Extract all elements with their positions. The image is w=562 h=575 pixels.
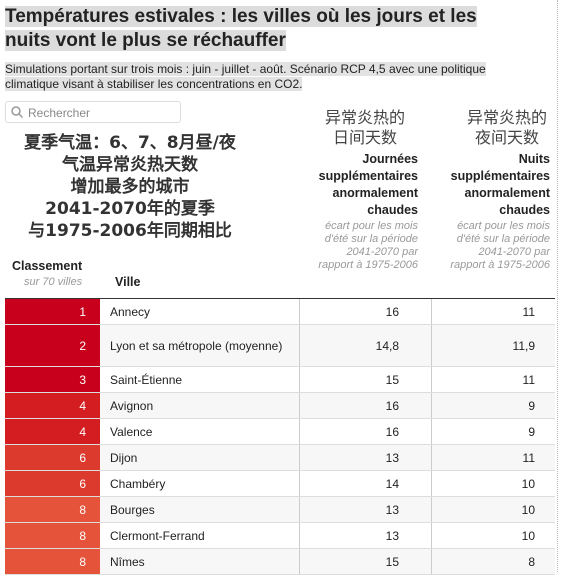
day-note: écart pour les mois d'été sur la période… bbox=[318, 220, 418, 271]
city-cell: Annecy bbox=[100, 299, 300, 324]
overlay-line: 2041-2070年的夏季 bbox=[45, 199, 215, 219]
overlay-line: 夏季气温：6、7、8月昼/夜 bbox=[24, 133, 236, 153]
city-header: Ville bbox=[115, 275, 141, 289]
extra-days-cell: 16 bbox=[300, 393, 432, 418]
extra-nights-cell: 11 bbox=[432, 445, 555, 470]
rank-cell: 8 bbox=[5, 523, 100, 548]
extra-nights-cell: 9 bbox=[432, 393, 555, 418]
rank-cell: 8 bbox=[5, 549, 100, 574]
extra-nights-cell: 11 bbox=[522, 372, 535, 387]
day-header-zh: 异常炎热的 日间天数 bbox=[310, 108, 420, 148]
rank-note: sur 70 villes bbox=[24, 276, 83, 288]
extra-nights-cell: 9 bbox=[528, 424, 535, 439]
table-row: 4 Avignon 16 9 bbox=[5, 393, 555, 419]
city-cell: Bourges bbox=[100, 497, 300, 522]
night-header-zh: 异常炎热的 夜间天数 bbox=[452, 108, 562, 148]
overlay-line: 与1975-2006年同期相比 bbox=[28, 221, 232, 241]
night-note: écart pour les mois d'été sur la période… bbox=[450, 220, 550, 271]
extra-nights-cell: 8 bbox=[432, 549, 555, 574]
day-header: Journées supplémentaires anormalement ch… bbox=[318, 152, 418, 217]
rank-cell: 8 bbox=[5, 497, 100, 522]
title-text: Températures estivales : les villes où l… bbox=[5, 6, 477, 51]
city-cell: Chambéry bbox=[100, 471, 300, 496]
table-row: 1 Annecy 16 11 bbox=[5, 299, 555, 325]
table-row: 3 Saint-Étienne 15 11 bbox=[5, 367, 555, 393]
extra-nights-cell: 10 bbox=[432, 497, 555, 522]
day-header-zh-line: 日间天数 bbox=[332, 128, 397, 147]
subtitle-text: Simulations portant sur trois mois : jui… bbox=[5, 62, 486, 91]
table-row: 6 Chambéry 14 10 bbox=[5, 471, 555, 497]
extra-nights-cell: 11 bbox=[522, 304, 535, 319]
table-row: 2 Lyon et sa métropole (moyenne) 14,8 11,9 bbox=[5, 325, 555, 367]
extra-nights-cell: 10 bbox=[521, 476, 535, 491]
extra-days-cell: 14 bbox=[300, 471, 432, 496]
extra-days-cell: 13 bbox=[300, 445, 432, 470]
night-header-zh-line: 夜间天数 bbox=[474, 128, 539, 147]
rank-cell: 2 bbox=[5, 325, 100, 366]
city-cell: Saint-Étienne bbox=[100, 367, 300, 392]
search-placeholder: Rechercher bbox=[28, 106, 91, 120]
extra-days-cell: 16 bbox=[300, 419, 432, 444]
extra-nights-cell: 10 bbox=[521, 528, 535, 543]
table-row: 8 Clermont-Ferrand 13 10 bbox=[5, 523, 555, 549]
overlay-caption: 夏季气温：6、7、8月昼/夜 气温异常炎热天数 增加最多的城市 2041-2070年的… bbox=[5, 132, 255, 242]
subtitle: Simulations portant sur trois mois : jui… bbox=[5, 62, 515, 92]
search-box[interactable]: Rechercher bbox=[5, 101, 181, 123]
search-icon bbox=[11, 106, 23, 118]
table: 1 Annecy 16 11 2 Lyon et sa métropole (moyenn… bbox=[5, 298, 555, 575]
extra-days-cell: 14,8 bbox=[300, 325, 432, 366]
city-cell: Clermont-Ferrand bbox=[100, 523, 300, 548]
extra-days-cell: 13 bbox=[300, 497, 432, 522]
extra-days-cell: 15 bbox=[300, 549, 432, 574]
table-row: 8 Nîmes 15 8 bbox=[5, 549, 555, 575]
table-row: 4 Valence 16 9 bbox=[5, 419, 555, 445]
extra-days-cell: 16 bbox=[300, 299, 432, 324]
overlay-line: 增加最多的城市 bbox=[70, 177, 190, 197]
city-cell: Nîmes bbox=[100, 549, 300, 574]
table-row: 6 Dijon 13 11 bbox=[5, 445, 555, 471]
rank-cell: 6 bbox=[5, 445, 100, 470]
rank-cell: 3 bbox=[5, 367, 100, 392]
rank-cell: 4 bbox=[5, 419, 100, 444]
city-cell: Valence bbox=[100, 419, 300, 444]
city-cell: Lyon et sa métropole (moyenne) bbox=[100, 325, 300, 366]
rank-cell: 4 bbox=[5, 393, 100, 418]
rank-header: Classement bbox=[12, 259, 83, 273]
title: Températures estivales : les villes où l… bbox=[5, 5, 525, 53]
city-cell: Avignon bbox=[100, 393, 300, 418]
night-header: Nuits supplémentaires anormalement chaud… bbox=[450, 152, 550, 217]
night-header-zh-line: 异常炎热的 bbox=[466, 108, 547, 127]
day-header-zh-line: 异常炎热的 bbox=[324, 108, 405, 127]
overlay-line: 气温异常炎热天数 bbox=[62, 155, 198, 175]
extra-nights-cell: 11,9 bbox=[432, 325, 555, 366]
table-row: 8 Bourges 13 10 bbox=[5, 497, 555, 523]
extra-days-cell: 13 bbox=[300, 523, 432, 548]
city-cell: Dijon bbox=[100, 445, 300, 470]
rank-cell: 6 bbox=[5, 471, 100, 496]
frame-edge bbox=[557, 0, 558, 572]
extra-days-cell: 15 bbox=[300, 367, 432, 392]
rank-cell: 1 bbox=[5, 299, 100, 324]
